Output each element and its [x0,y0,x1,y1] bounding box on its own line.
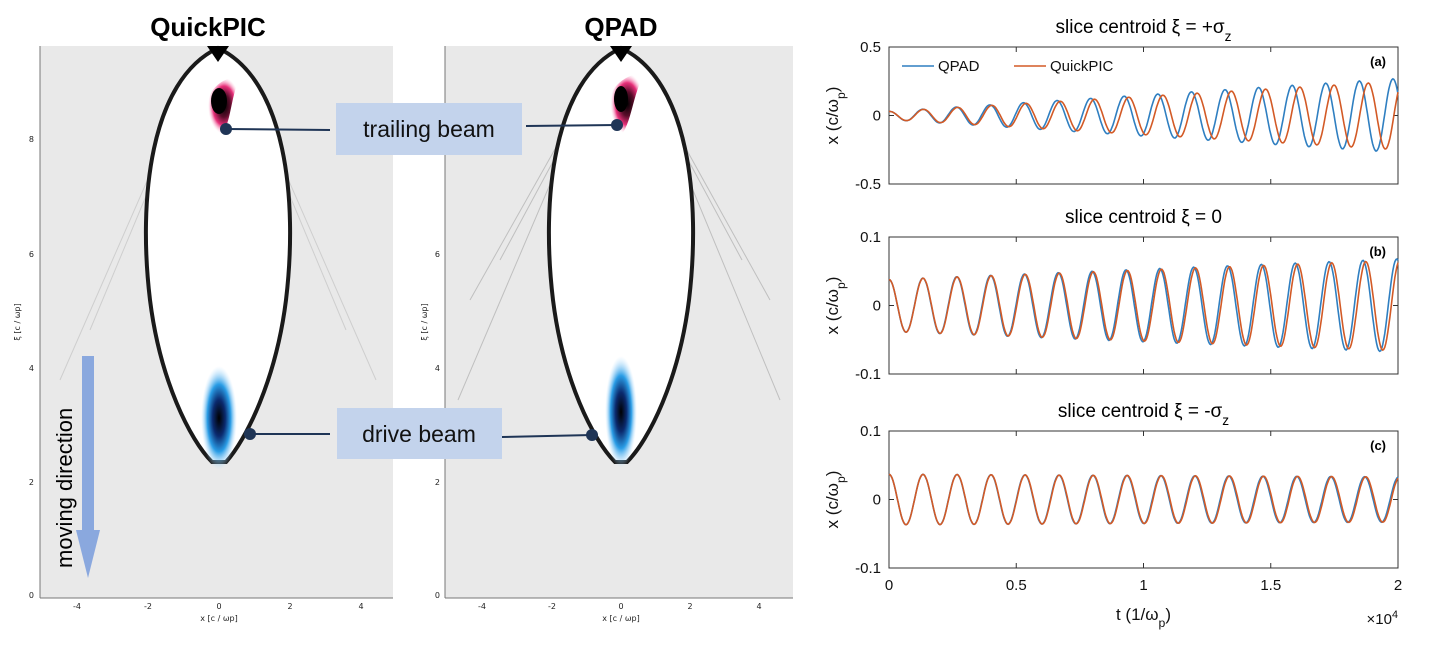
x-tick-label: 4 [358,602,363,611]
moving-direction-arrow: moving direction [52,356,100,578]
y-tick-label: 0 [873,492,881,509]
quickpic-title: QuickPIC [150,12,266,42]
plot-title: slice centroid ξ = 0 [1065,207,1222,228]
drive-beam-label: drive beam [362,421,476,447]
x-tick-label: 0 [216,602,221,611]
plot-title: slice centroid ξ = +σz [1056,17,1232,44]
quickpic-trailing-core [211,88,227,114]
x-tick-label: 0 [618,602,623,611]
plot-title: slice centroid ξ = -σz [1058,401,1229,428]
plot-2: slice centroid ξ = 0 0.1 0 -0.1 x (c/ωp) (b) [823,207,1399,383]
callout-dot-icon [611,119,623,131]
quickpic-x-axis-label: x [c / ωp] [200,614,237,623]
x-tick-label: -2 [548,602,556,611]
y-tick-label: 4 [29,364,34,373]
quickpic-bubble-tip [207,46,229,62]
qpad-y-axis-label: ξ [c / ωp] [420,303,429,340]
qpad-trailing-core [614,86,628,112]
series-line-quickpic [889,82,1399,150]
x-tick-label: 1.5 [1260,577,1281,594]
x-tick-label: -4 [478,602,486,611]
plot-1: slice centroid ξ = +σz 0.5 0 -0.5 x (c/ωp) (a… [823,17,1399,193]
y-tick-label: -0.1 [855,560,881,577]
x-tick-label: -4 [73,602,81,611]
y-tick-label: 4 [435,364,440,373]
x-tick-label: -2 [144,602,152,611]
y-tick-label: -0.5 [855,176,881,193]
y-tick-label: 0 [873,298,881,315]
y-tick-label: 0.1 [860,229,881,246]
qpad-bubble-tip [610,46,632,62]
callout-dot-icon [586,429,598,441]
y-tick-label: 0 [873,108,881,125]
y-tick-label: 0 [435,591,440,600]
y-tick-label: 8 [29,135,34,144]
y-tick-label: 6 [435,250,440,259]
x-tick-label: 2 [1394,577,1402,594]
y-tick-label: 0.5 [860,39,881,56]
arrow-head-icon [76,530,100,578]
callout-dot-icon [244,428,256,440]
plot-3: slice centroid ξ = -σz0.10-0.1x (c/ωp)(c… [823,401,1402,630]
quickpic-panel: QuickPIC 0 2 4 6 8 ξ [c / ωp] -4 -2 0 [13,12,393,623]
y-tick-label: 6 [29,250,34,259]
series-line-quickpic [888,260,1399,352]
trailing-beam-label: trailing beam [363,116,495,142]
x-tick-label: 2 [687,602,692,611]
quickpic-x-axis: -4 -2 0 2 4 x [c / ωp] [40,597,393,623]
qpad-title: QPAD [584,12,657,42]
y-axis-label: x (c/ωp) [823,471,848,529]
panel-tag: (a) [1370,54,1386,69]
x-tick-label: 1 [1139,577,1147,594]
qpad-x-axis-label: x [c / ωp] [602,614,639,623]
drive-beam-callout: drive beam [244,408,598,459]
moving-direction-label: moving direction [52,408,77,568]
qpad-drive-beam [605,356,637,468]
drive-beam-label-box [337,408,502,459]
trailing-beam-label-box [336,103,522,155]
panel-tag: (c) [1370,438,1386,453]
y-tick-label: 0 [29,591,34,600]
quickpic-y-axis: 0 2 4 6 8 ξ [c / ωp] [13,46,41,600]
qpad-x-axis: -4 -2 0 2 4 x [c / ωp] [445,597,793,623]
centroid-plots: slice centroid ξ = +σz 0.5 0 -0.5 x (c/ωp) (a… [823,17,1402,630]
x-axis-label: t (1/ωp) [1116,605,1171,630]
x-tick-label: 4 [756,602,761,611]
quickpic-y-axis-label: ξ [c / ωp] [13,303,22,340]
x-tick-label: 0.5 [1006,577,1027,594]
y-tick-label: 2 [435,478,440,487]
legend-label: QuickPIC [1050,58,1114,75]
trailing-beam-callout: trailing beam [220,103,623,155]
x-tick-label: 2 [287,602,292,611]
callout-dot-icon [220,123,232,135]
x-multiplier: ×104 [1367,609,1398,628]
y-axis-label: x (c/ωp) [823,277,848,335]
y-axis-label: x (c/ωp) [823,87,848,145]
panel-tag: (b) [1369,244,1386,259]
legend-label: QPAD [938,58,980,75]
y-tick-label: 0.1 [860,423,881,440]
legend: QPAD QuickPIC [902,58,1114,75]
y-tick-label: 2 [29,478,34,487]
quickpic-drive-beam [201,366,237,470]
y-tick-label: -0.1 [855,366,881,383]
series-line-quickpic [888,473,1399,526]
x-tick-label: 0 [885,577,893,594]
